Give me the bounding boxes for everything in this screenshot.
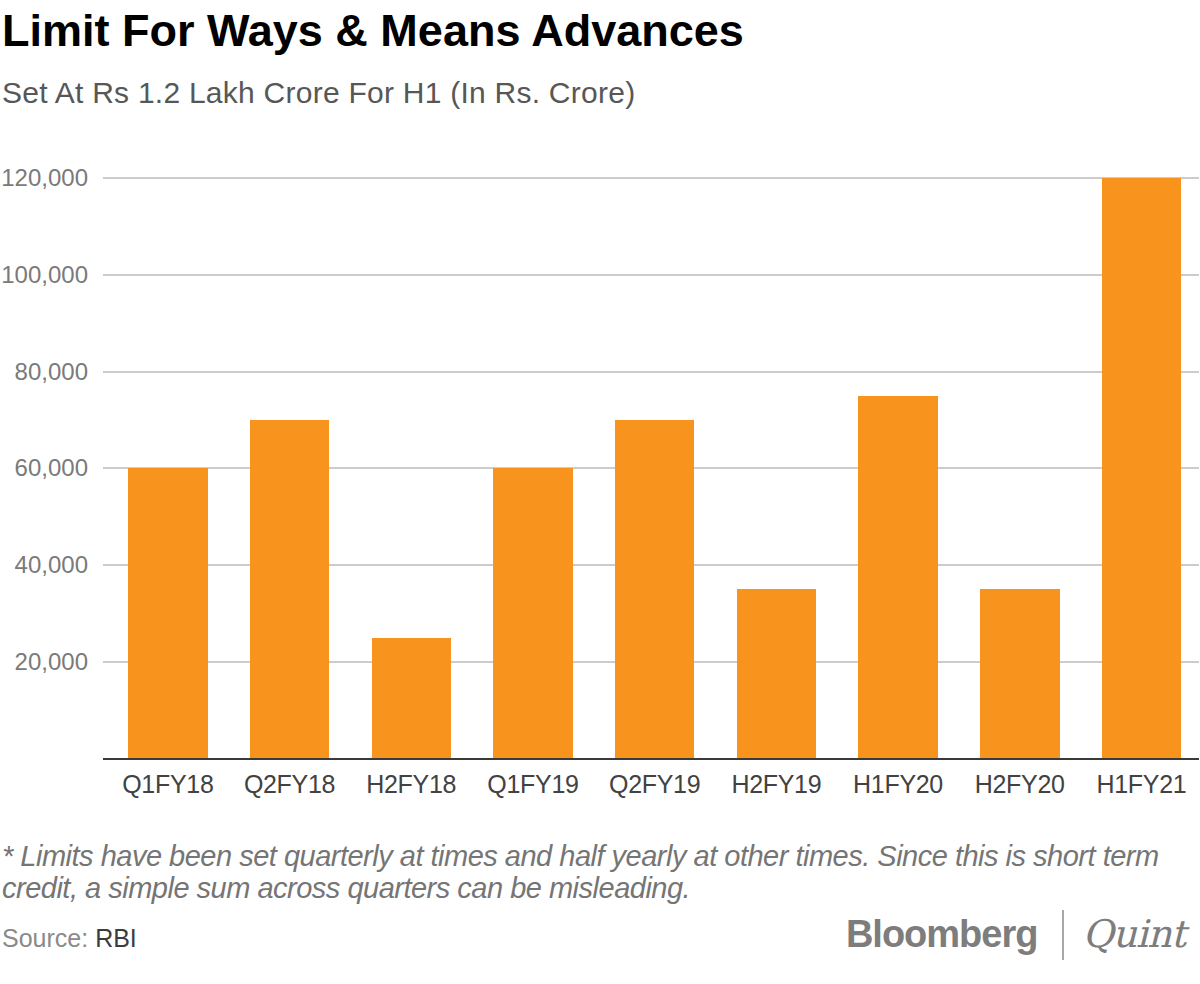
x-axis-label: Q1FY18 (107, 772, 229, 797)
y-gridline (103, 177, 1199, 179)
chart-bar (737, 589, 817, 758)
source-label: Source: (2, 924, 88, 952)
chart-bar (980, 589, 1060, 758)
x-axis-label: H1FY21 (1081, 772, 1200, 797)
x-axis-label: Q1FY19 (472, 772, 594, 797)
source-value: RBI (95, 924, 137, 952)
x-axis-label: H2FY19 (716, 772, 838, 797)
x-axis-label: H2FY18 (350, 772, 472, 797)
chart-bar (858, 396, 938, 759)
chart-bar (615, 420, 695, 759)
chart-bar (493, 468, 573, 758)
y-axis-label: 20,000 (0, 650, 88, 674)
y-axis-label: 100,000 (0, 263, 88, 287)
chart-bar (128, 468, 208, 758)
chart-page: Limit For Ways & Means Advances Set At R… (0, 0, 1200, 984)
chart-bar (250, 420, 330, 759)
chart-subtitle: Set At Rs 1.2 Lakh Crore For H1 (In Rs. … (2, 76, 635, 110)
chart-bar (372, 638, 452, 759)
branding: Bloomberg Quint (846, 912, 1185, 960)
x-axis-label: H1FY20 (837, 772, 959, 797)
y-gridline (103, 371, 1199, 373)
x-axis-label: Q2FY19 (594, 772, 716, 797)
bloomberg-logo: Bloomberg (846, 912, 1038, 956)
chart-bar (1102, 178, 1182, 759)
y-axis-label: 80,000 (0, 360, 88, 384)
source-line: Source: RBI (2, 924, 137, 953)
y-axis-label: 40,000 (0, 553, 88, 577)
quint-logo: Quint (1082, 912, 1185, 956)
footnote: * Limits have been set quarterly at time… (2, 840, 1182, 904)
chart-title: Limit For Ways & Means Advances (2, 5, 744, 57)
x-axis-line (103, 758, 1199, 760)
y-gridline (103, 274, 1199, 276)
y-axis-label: 120,000 (0, 166, 88, 190)
x-axis-label: H2FY20 (959, 772, 1081, 797)
y-axis-label: 60,000 (0, 456, 88, 480)
x-axis-label: Q2FY18 (229, 772, 351, 797)
logo-divider-line (1062, 910, 1064, 960)
